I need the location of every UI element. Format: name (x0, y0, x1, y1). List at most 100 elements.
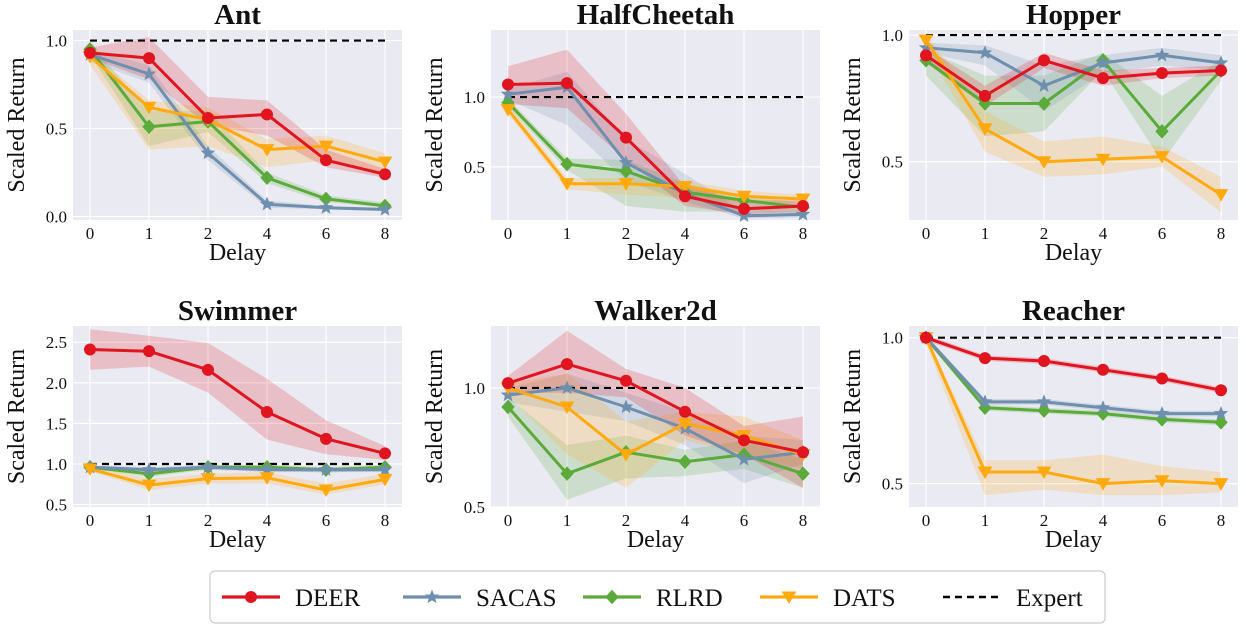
x-tick-label: 1 (981, 224, 990, 243)
data-point-rlrd (1155, 124, 1169, 139)
legend-item-rlrd: RLRD (583, 585, 723, 612)
data-point-deer (979, 89, 991, 102)
series-line-dats (506, 108, 804, 201)
x-tick-label: 2 (622, 511, 631, 530)
y-axis-label: Scaled Return (840, 57, 866, 192)
data-point-sacas (200, 145, 216, 160)
x-tick-label: 6 (1158, 511, 1167, 530)
data-point-dats (318, 140, 334, 154)
data-point-dats (795, 193, 811, 207)
x-tick-label: 1 (981, 511, 990, 530)
data-point-rlrd (1214, 415, 1228, 430)
data-point-dats (1154, 475, 1170, 488)
series-line-rlrd (88, 48, 386, 208)
y-tick-label: 2.0 (46, 374, 67, 393)
x-axis-label: Delay (209, 240, 266, 266)
y-tick-label: 0.5 (46, 120, 67, 139)
x-tick-label: 4 (1099, 511, 1108, 530)
data-point-sacas (377, 462, 393, 476)
data-point-deer (502, 377, 514, 390)
legend: DEER SACAS RLRD DATS Expert (209, 570, 1106, 624)
series-line-sacas (924, 336, 1221, 416)
data-point-deer (1156, 67, 1168, 80)
x-tick-label: 8 (381, 511, 390, 530)
x-axis-label: Delay (209, 527, 266, 553)
band-rlrd (508, 397, 803, 500)
data-point-dats (259, 144, 275, 157)
legend-item-sacas: SACAS (403, 585, 557, 612)
data-point-deer (202, 363, 214, 376)
data-point-deer (679, 190, 691, 203)
data-point-sacas (736, 451, 752, 466)
y-tick-label: 1.0 (464, 379, 485, 398)
x-tick-label: 8 (1217, 511, 1226, 530)
x-tick-label: 4 (263, 224, 272, 243)
panel-reacher: 0.5 1.0 0 1 2 4 6 8 Reacher Delay Scaled Return (840, 295, 1238, 553)
data-point-dats (918, 34, 934, 48)
x-axis-label: Delay (627, 527, 684, 553)
y-tick-label: 1.5 (46, 414, 67, 433)
series-line-dats (89, 467, 386, 492)
data-point-deer (561, 77, 573, 90)
series-line-dats (507, 386, 804, 457)
data-point-deer (620, 374, 632, 387)
x-tick-label: 8 (1217, 224, 1226, 243)
x-axis-label: Delay (1045, 240, 1102, 266)
data-point-rlrd (501, 399, 515, 415)
data-point-sacas (318, 200, 334, 214)
data-point-deer (738, 202, 750, 215)
data-point-dats (1095, 153, 1111, 167)
x-tick-label: 1 (563, 511, 572, 530)
data-point-deer (502, 78, 514, 91)
panel-title: HalfCheetah (577, 0, 735, 31)
data-point-deer (379, 447, 391, 460)
data-point-sacas (559, 380, 575, 395)
x-tick-label: 4 (263, 511, 272, 530)
data-point-dats (141, 479, 157, 493)
y-axis-label: Scaled Return (4, 349, 30, 484)
data-point-deer (143, 52, 155, 65)
data-point-dats (618, 449, 634, 462)
x-tick-label: 6 (740, 224, 749, 243)
y-tick-label: 0.5 (882, 475, 903, 494)
data-point-dats (1154, 151, 1170, 164)
data-point-deer (920, 331, 932, 344)
plot-area-hopper (909, 30, 1238, 220)
legend-marker-rlrd (605, 589, 619, 605)
data-point-dats (1036, 466, 1052, 479)
y-tick-label: 1.0 (882, 329, 903, 348)
data-point-dats (141, 101, 157, 115)
panel-halfcheetah: 0.5 1.0 0 1 2 4 6 8 HalfCheetah Delay Scaled Retur… (422, 0, 820, 266)
data-point-sacas (500, 86, 516, 101)
plot-area-ant (73, 30, 402, 220)
band-deer (90, 329, 385, 460)
data-point-sacas (259, 196, 275, 211)
data-point-deer (1097, 72, 1109, 85)
legend-item-dats: DATS (760, 585, 896, 612)
data-point-sacas (377, 201, 393, 216)
y-tick-label: 0.0 (46, 207, 67, 226)
data-point-deer (561, 358, 573, 371)
x-tick-label: 0 (86, 224, 95, 243)
data-point-deer (620, 131, 632, 144)
x-tick-label: 2 (204, 224, 213, 243)
series-line-deer (89, 51, 386, 176)
x-tick-label: 8 (381, 224, 390, 243)
legend-label: DEER (295, 585, 361, 612)
y-tick-label: 0.5 (464, 498, 485, 517)
data-point-dats (1213, 189, 1229, 202)
data-point-deer (1156, 372, 1168, 385)
x-tick-label: 0 (504, 224, 513, 243)
data-point-rlrd (260, 170, 274, 186)
data-point-deer (261, 108, 273, 121)
panel-walker2d: 0.5 1.0 0 1 2 4 6 8 Walker2d Delay Scaled Return (422, 295, 820, 553)
series-line-deer (925, 54, 1222, 98)
data-point-sacas (200, 459, 216, 474)
data-point-rlrd (560, 466, 574, 481)
series-line-deer (507, 362, 804, 454)
data-point-dats (259, 472, 275, 485)
x-tick-label: 2 (1040, 511, 1049, 530)
y-tick-label: 1.0 (882, 26, 903, 45)
x-tick-label: 6 (322, 224, 331, 243)
